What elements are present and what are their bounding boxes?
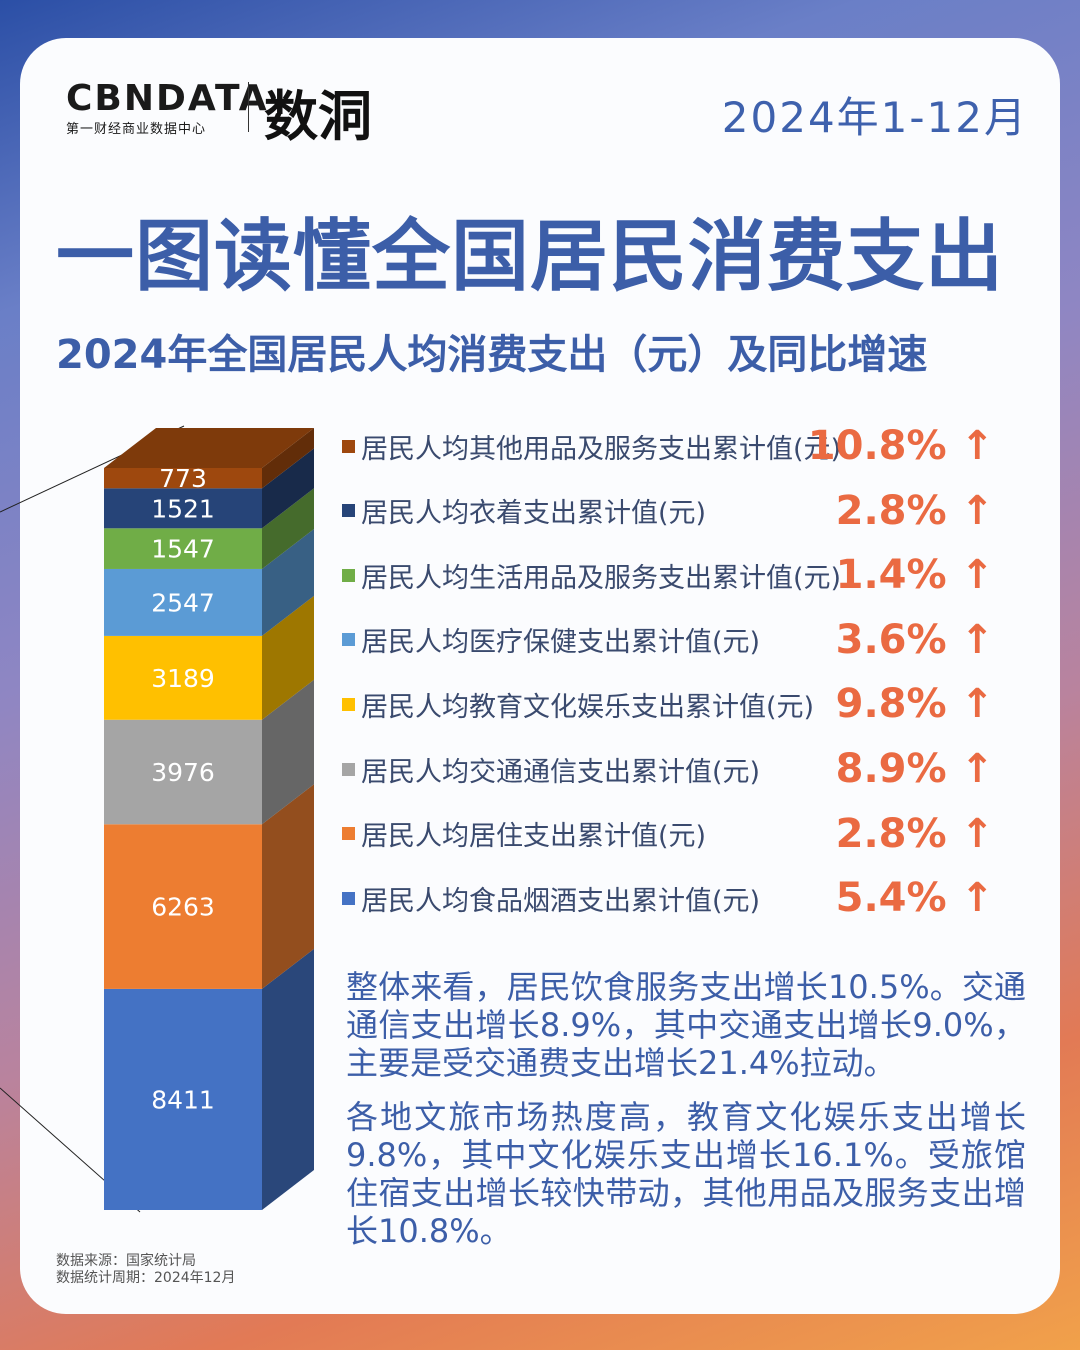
legend-label: 居民人均衣着支出累计值(元)	[361, 498, 707, 530]
period-label: 2024年1-12月	[721, 93, 1028, 142]
legend-label: 居民人均其他用品及服务支出累计值(元)	[361, 433, 842, 465]
bar-segment-6	[104, 488, 262, 529]
bar-segment-1	[104, 824, 262, 989]
bar-side-2	[262, 679, 314, 825]
legend-item: 居民人均教育文化娱乐支出累计值(元) 9.8% ↑	[342, 678, 1022, 730]
legend-label: 居民人均居住支出累计值(元)	[361, 821, 707, 853]
legend-label: 居民人均教育文化娱乐支出累计值(元)	[361, 691, 815, 723]
legend-item: 居民人均居住支出累计值(元) 2.8% ↑	[342, 808, 1022, 860]
bar-segment-5	[104, 528, 262, 569]
growth-rate: 10.8% ↑	[807, 423, 994, 469]
legend-item: 居民人均医疗保健支出累计值(元) 3.6% ↑	[342, 614, 1022, 666]
legend-swatch	[342, 697, 355, 711]
legend-swatch	[342, 568, 355, 582]
secondary-logo: 数洞	[264, 85, 372, 148]
data-source: 数据来源：国家统计局	[56, 1253, 196, 1269]
bar-value-label-1: 6263	[151, 893, 215, 922]
page-title: 一图读懂全国居民消费支出	[56, 212, 1005, 302]
legend-swatch	[342, 504, 355, 518]
bar-side-1	[262, 784, 314, 989]
bar-side-4	[262, 528, 314, 636]
bar-value-label-0: 8411	[151, 1085, 215, 1114]
bar-segment-4	[104, 568, 262, 636]
summary-paragraph-2: 各地文旅市场热度高，教育文化娱乐支出增长9.8%，其中文化娱乐支出增长16.1%…	[346, 1098, 1026, 1250]
brand-logo: CBNDATA	[66, 78, 269, 119]
legend-label: 居民人均交通通信支出累计值(元)	[361, 756, 761, 788]
growth-rate: 9.8% ↑	[835, 681, 994, 728]
legend-item: 居民人均交通通信支出累计值(元) 8.9% ↑	[342, 743, 1022, 795]
legend-item: 居民人均食品烟酒支出累计值(元) 5.4% ↑	[342, 872, 1022, 924]
growth-rate: 2.8% ↑	[835, 487, 994, 534]
legend-swatch	[342, 891, 355, 905]
growth-rate: 3.6% ↑	[835, 616, 994, 663]
bar-segment-2	[104, 719, 262, 825]
bar-side-7	[262, 428, 314, 489]
legend-label: 居民人均生活用品及服务支出累计值(元)	[361, 562, 842, 594]
legend-swatch	[342, 439, 355, 453]
legend-item: 居民人均生活用品及服务支出累计值(元) 1.4% ↑	[342, 549, 1022, 601]
bar-side-3	[262, 595, 314, 720]
bar-value-label-2: 3976	[151, 758, 215, 787]
bar-value-label-3: 3189	[151, 664, 215, 693]
brand-tagline: 第一财经商业数据中心	[66, 122, 207, 137]
legend-label: 居民人均医疗保健支出累计值(元)	[361, 627, 761, 659]
bar-top-face	[104, 428, 314, 468]
bar-value-label-5: 1547	[151, 535, 215, 564]
legend-swatch	[342, 827, 355, 841]
legend-item: 居民人均其他用品及服务支出累计值(元) 10.8% ↑	[342, 420, 1022, 472]
growth-rate: 8.9% ↑	[835, 746, 994, 792]
bar-segment-7	[104, 468, 262, 489]
legend-swatch	[342, 762, 355, 776]
data-period: 数据统计周期：2024年12月	[56, 1270, 236, 1286]
legend-swatch	[342, 633, 355, 647]
growth-rate: 2.8% ↑	[835, 810, 994, 857]
chart-subtitle: 2024年全国居民人均消费支出（元）及同比增速	[56, 332, 928, 378]
growth-rate: 1.4% ↑	[835, 552, 994, 599]
bar-side-6	[262, 448, 314, 529]
logo-divider	[248, 82, 249, 132]
legend-item: 居民人均衣着支出累计值(元) 2.8% ↑	[342, 485, 1022, 537]
bar-side-5	[262, 488, 314, 569]
legend-label: 居民人均食品烟酒支出累计值(元)	[361, 885, 761, 917]
bar-side-0	[262, 948, 314, 1210]
growth-rate: 5.4% ↑	[835, 875, 994, 922]
bar-segment-0	[104, 988, 262, 1210]
bar-value-label-6: 1521	[151, 494, 215, 523]
summary-paragraph-1: 整体来看，居民饮食服务支出增长10.5%。交通通信支出增长8.9%，其中交通支出…	[346, 968, 1026, 1082]
bar-value-label-7: 773	[159, 464, 207, 493]
bar-segment-3	[104, 635, 262, 720]
bar-value-label-4: 2547	[151, 588, 215, 617]
